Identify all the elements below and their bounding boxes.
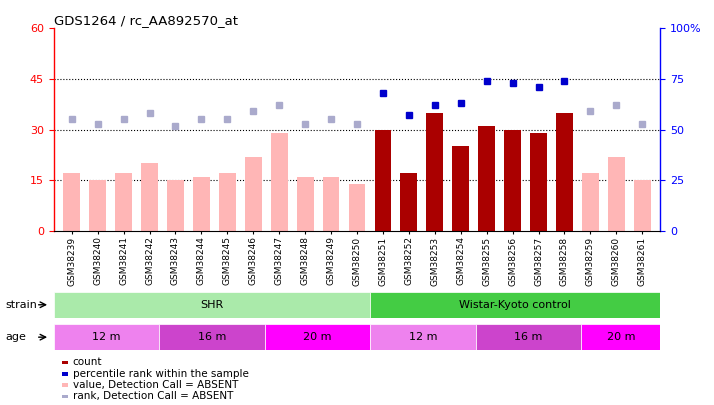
Bar bbox=[159, 324, 265, 350]
Text: 20 m: 20 m bbox=[303, 332, 332, 342]
Bar bbox=[297, 177, 313, 231]
Bar bbox=[581, 324, 660, 350]
Bar bbox=[245, 157, 262, 231]
Text: rank, Detection Call = ABSENT: rank, Detection Call = ABSENT bbox=[73, 392, 233, 401]
Bar bbox=[54, 324, 159, 350]
Bar bbox=[61, 372, 69, 376]
Bar bbox=[634, 180, 650, 231]
Bar bbox=[219, 173, 236, 231]
Bar bbox=[141, 163, 158, 231]
Text: SHR: SHR bbox=[200, 300, 223, 310]
Text: percentile rank within the sample: percentile rank within the sample bbox=[73, 369, 248, 379]
Bar bbox=[504, 130, 521, 231]
Bar bbox=[452, 147, 469, 231]
Bar bbox=[401, 173, 417, 231]
Text: count: count bbox=[73, 358, 102, 367]
Bar bbox=[323, 177, 339, 231]
Bar bbox=[89, 180, 106, 231]
Bar bbox=[370, 324, 476, 350]
Bar bbox=[193, 177, 210, 231]
Bar bbox=[476, 324, 581, 350]
Bar bbox=[478, 126, 495, 231]
Text: 16 m: 16 m bbox=[514, 332, 543, 342]
Bar bbox=[265, 324, 370, 350]
Bar bbox=[61, 394, 69, 399]
Bar bbox=[61, 383, 69, 387]
Bar bbox=[271, 133, 288, 231]
Text: 16 m: 16 m bbox=[198, 332, 226, 342]
Bar bbox=[64, 173, 80, 231]
Bar bbox=[530, 133, 547, 231]
Bar bbox=[556, 113, 573, 231]
Text: 20 m: 20 m bbox=[607, 332, 635, 342]
Text: 12 m: 12 m bbox=[92, 332, 121, 342]
Bar bbox=[115, 173, 132, 231]
Bar bbox=[167, 180, 184, 231]
Bar bbox=[54, 292, 370, 318]
Bar bbox=[61, 360, 69, 364]
Text: GDS1264 / rc_AA892570_at: GDS1264 / rc_AA892570_at bbox=[54, 14, 238, 27]
Text: strain: strain bbox=[6, 300, 38, 310]
Bar bbox=[582, 173, 599, 231]
Text: age: age bbox=[6, 332, 26, 342]
Text: Wistar-Kyoto control: Wistar-Kyoto control bbox=[459, 300, 571, 310]
Bar bbox=[375, 130, 391, 231]
Bar bbox=[426, 113, 443, 231]
Text: value, Detection Call = ABSENT: value, Detection Call = ABSENT bbox=[73, 380, 238, 390]
Text: 12 m: 12 m bbox=[408, 332, 437, 342]
Bar bbox=[348, 183, 366, 231]
Bar bbox=[370, 292, 660, 318]
Bar bbox=[608, 157, 625, 231]
